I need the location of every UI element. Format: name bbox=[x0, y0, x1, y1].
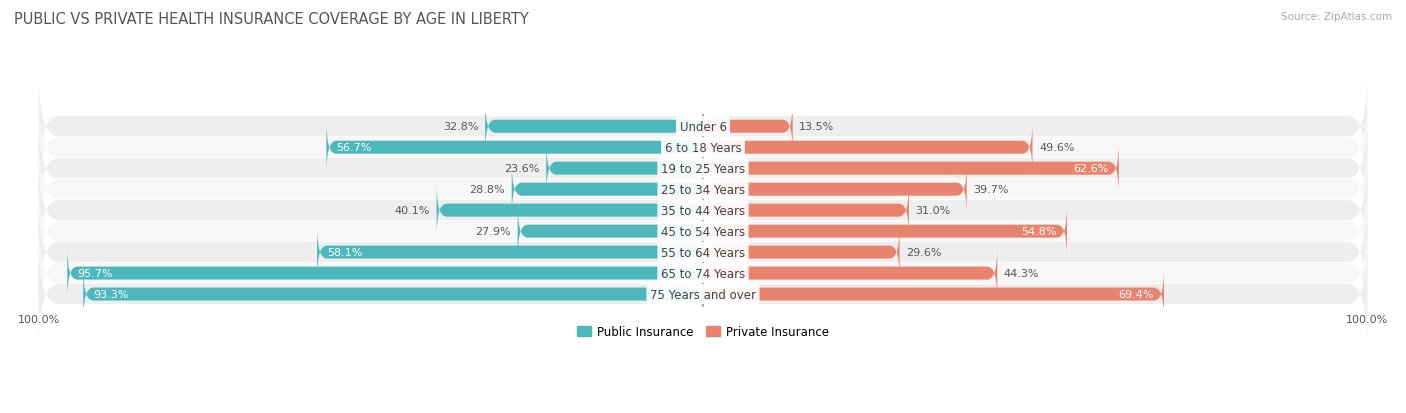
Text: 27.9%: 27.9% bbox=[475, 227, 510, 237]
Text: 56.7%: 56.7% bbox=[336, 143, 371, 153]
Text: PUBLIC VS PRIVATE HEALTH INSURANCE COVERAGE BY AGE IN LIBERTY: PUBLIC VS PRIVATE HEALTH INSURANCE COVER… bbox=[14, 12, 529, 27]
Text: Source: ZipAtlas.com: Source: ZipAtlas.com bbox=[1281, 12, 1392, 22]
Text: 49.6%: 49.6% bbox=[1039, 143, 1074, 153]
FancyBboxPatch shape bbox=[39, 200, 1367, 305]
Text: 19 to 25 Years: 19 to 25 Years bbox=[661, 162, 745, 175]
FancyBboxPatch shape bbox=[485, 102, 703, 152]
Text: 75 Years and over: 75 Years and over bbox=[650, 288, 756, 301]
Text: 39.7%: 39.7% bbox=[973, 185, 1010, 195]
FancyBboxPatch shape bbox=[39, 221, 1367, 326]
FancyBboxPatch shape bbox=[39, 137, 1367, 242]
Text: 31.0%: 31.0% bbox=[915, 206, 950, 216]
Text: 35 to 44 Years: 35 to 44 Years bbox=[661, 204, 745, 217]
Text: 29.6%: 29.6% bbox=[907, 247, 942, 257]
Text: 93.3%: 93.3% bbox=[93, 290, 128, 299]
Text: 54.8%: 54.8% bbox=[1022, 227, 1057, 237]
FancyBboxPatch shape bbox=[39, 158, 1367, 263]
FancyBboxPatch shape bbox=[703, 165, 967, 215]
FancyBboxPatch shape bbox=[437, 186, 703, 235]
Text: 28.8%: 28.8% bbox=[470, 185, 505, 195]
Text: 69.4%: 69.4% bbox=[1119, 290, 1154, 299]
FancyBboxPatch shape bbox=[703, 144, 1119, 194]
FancyBboxPatch shape bbox=[703, 269, 1164, 319]
FancyBboxPatch shape bbox=[703, 249, 997, 298]
FancyBboxPatch shape bbox=[39, 242, 1367, 347]
Text: 40.1%: 40.1% bbox=[395, 206, 430, 216]
FancyBboxPatch shape bbox=[39, 116, 1367, 221]
FancyBboxPatch shape bbox=[67, 249, 703, 298]
Text: 23.6%: 23.6% bbox=[505, 164, 540, 174]
Text: 32.8%: 32.8% bbox=[443, 122, 478, 132]
FancyBboxPatch shape bbox=[512, 165, 703, 215]
Text: 25 to 34 Years: 25 to 34 Years bbox=[661, 183, 745, 196]
FancyBboxPatch shape bbox=[39, 95, 1367, 201]
FancyBboxPatch shape bbox=[547, 144, 703, 194]
FancyBboxPatch shape bbox=[39, 179, 1367, 284]
Text: 58.1%: 58.1% bbox=[328, 247, 363, 257]
FancyBboxPatch shape bbox=[318, 228, 703, 278]
Text: Under 6: Under 6 bbox=[679, 121, 727, 133]
FancyBboxPatch shape bbox=[703, 102, 793, 152]
FancyBboxPatch shape bbox=[39, 74, 1367, 180]
Text: 62.6%: 62.6% bbox=[1074, 164, 1109, 174]
Legend: Public Insurance, Private Insurance: Public Insurance, Private Insurance bbox=[572, 321, 834, 343]
Text: 95.7%: 95.7% bbox=[77, 268, 112, 278]
FancyBboxPatch shape bbox=[517, 206, 703, 256]
Text: 44.3%: 44.3% bbox=[1004, 268, 1039, 278]
FancyBboxPatch shape bbox=[703, 206, 1067, 256]
FancyBboxPatch shape bbox=[326, 123, 703, 173]
FancyBboxPatch shape bbox=[703, 186, 908, 235]
Text: 45 to 54 Years: 45 to 54 Years bbox=[661, 225, 745, 238]
FancyBboxPatch shape bbox=[703, 228, 900, 278]
Text: 65 to 74 Years: 65 to 74 Years bbox=[661, 267, 745, 280]
Text: 55 to 64 Years: 55 to 64 Years bbox=[661, 246, 745, 259]
Text: 6 to 18 Years: 6 to 18 Years bbox=[665, 141, 741, 154]
Text: 13.5%: 13.5% bbox=[800, 122, 835, 132]
FancyBboxPatch shape bbox=[83, 269, 703, 319]
FancyBboxPatch shape bbox=[703, 123, 1032, 173]
